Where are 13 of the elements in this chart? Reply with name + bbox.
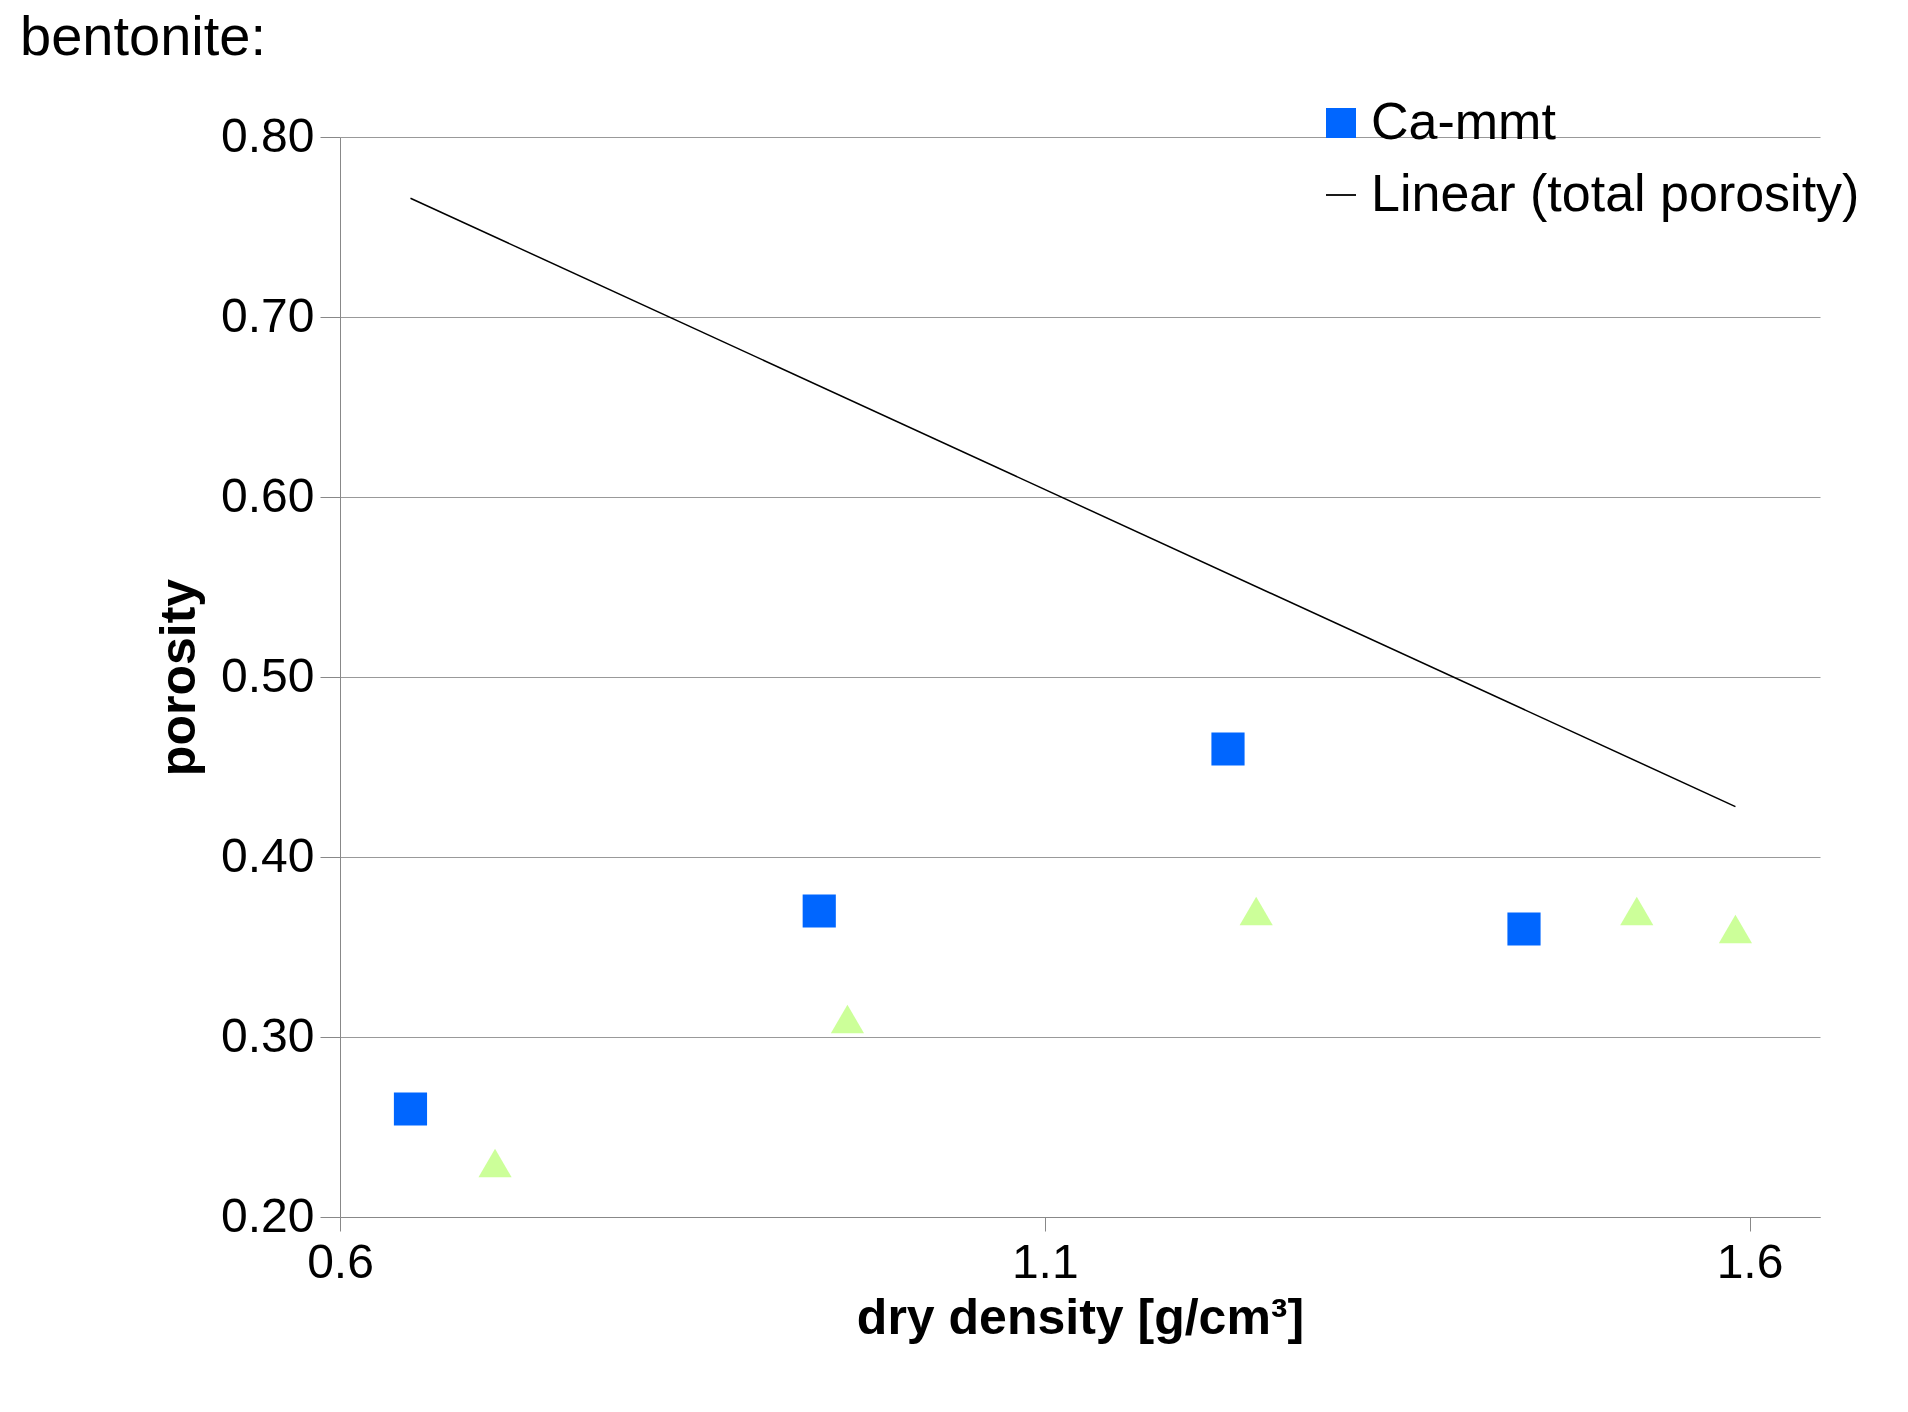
y-axis-title: porosity	[150, 578, 207, 777]
y-tick-label: 0.40	[221, 828, 315, 882]
y-tick-label: 0.30	[221, 1008, 315, 1062]
legend-label: Ca-mmt	[1371, 92, 1557, 150]
y-tick-label: 0.60	[221, 468, 315, 522]
x-axis-title: dry density [g/cm³]	[856, 1288, 1305, 1345]
legend-label: Linear (total porosity)	[1371, 164, 1860, 222]
y-tick-label: 0.70	[221, 288, 315, 342]
y-tick-label: 0.80	[221, 108, 315, 162]
y-tick-label: 0.50	[221, 648, 315, 702]
chart-title: bentonite:	[20, 4, 266, 67]
x-tick-label: 1.6	[1716, 1234, 1784, 1288]
x-tick-label: 1.1	[1011, 1234, 1079, 1288]
